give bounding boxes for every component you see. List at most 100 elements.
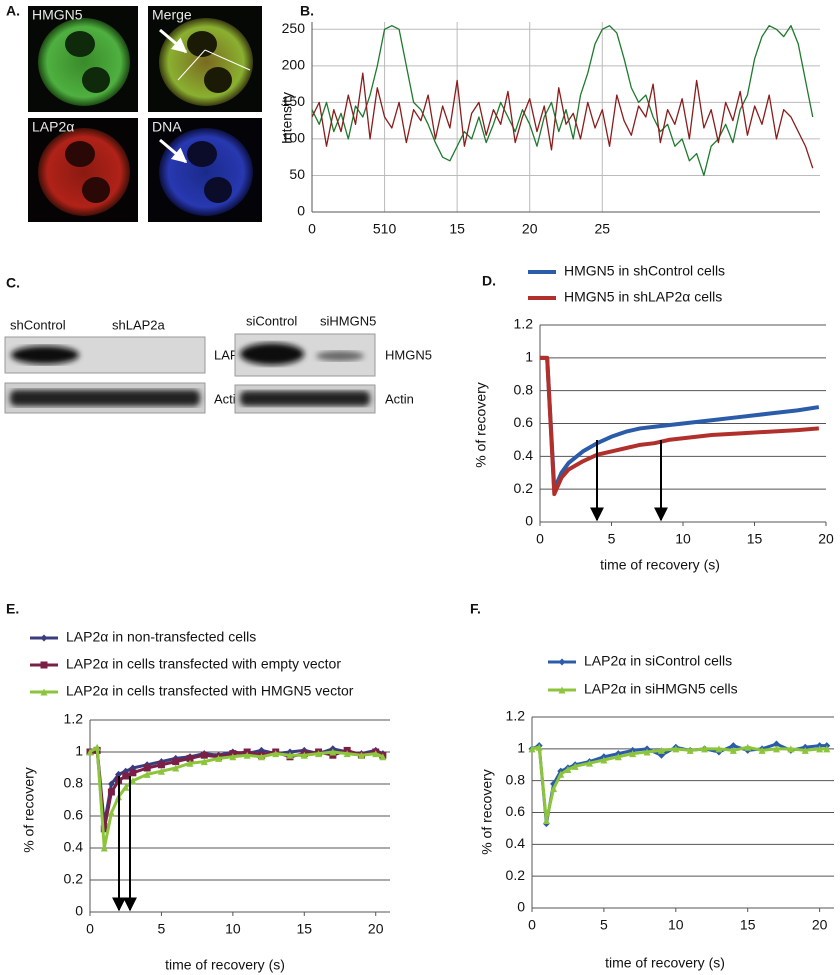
- data-marker: [672, 745, 680, 753]
- y-tick-label: 100: [282, 130, 306, 146]
- image-label: DNA: [152, 119, 182, 135]
- data-marker: [816, 745, 824, 753]
- data-marker: [122, 783, 130, 791]
- data-marker: [379, 753, 387, 761]
- y-axis-title: Intensity: [279, 92, 295, 144]
- x-tick-label: 10: [668, 917, 684, 933]
- image-label: LAP2α: [32, 119, 74, 135]
- data-marker: [372, 750, 380, 758]
- x-tick-label: 15: [449, 221, 465, 237]
- x-tick-label: 5: [158, 921, 166, 937]
- x-tick-label: 15: [296, 921, 312, 937]
- data-marker: [701, 745, 709, 753]
- data-line: [540, 355, 820, 497]
- data-marker: [286, 751, 294, 759]
- data-marker: [157, 761, 165, 769]
- y-tick-label: 0: [517, 899, 525, 915]
- panel-label: C.: [6, 275, 20, 291]
- data-marker: [571, 762, 579, 770]
- micrograph: Merge: [148, 6, 262, 112]
- data-marker: [558, 686, 566, 694]
- image-label: Merge: [152, 7, 192, 23]
- data-marker: [329, 748, 337, 756]
- data-marker: [157, 767, 165, 775]
- x-tick-label: 15: [747, 531, 763, 547]
- y-tick-label: 0.4: [64, 839, 84, 855]
- x-tick-label: 20: [368, 921, 384, 937]
- x-tick-label: 20: [812, 917, 828, 933]
- data-marker: [107, 780, 115, 788]
- y-tick-label: 200: [282, 57, 306, 73]
- y-tick-label: 0.2: [64, 871, 84, 887]
- y-tick-label: 0.4: [514, 447, 534, 463]
- x-tick-label: 20: [818, 531, 834, 547]
- data-marker: [343, 750, 351, 758]
- legend-label: HMGN5 in shLAP2α cells: [564, 289, 722, 305]
- data-marker: [315, 750, 323, 758]
- data-marker: [300, 751, 308, 759]
- legend-label: LAP2α in non-transfected cells: [66, 629, 256, 645]
- data-marker: [272, 750, 280, 758]
- data-marker: [122, 772, 130, 780]
- x-axis-title: time of recovery (s): [165, 957, 285, 973]
- data-marker: [715, 745, 723, 753]
- data-marker: [643, 748, 651, 756]
- western-blot: shControl shLAP2a LAP2a Actin: [4, 317, 254, 414]
- y-tick-label: 50: [289, 166, 305, 182]
- x-tick-label: 10: [225, 921, 241, 937]
- data-marker: [200, 758, 208, 766]
- y-tick-label: 0: [75, 903, 83, 919]
- data-line: [311, 25, 814, 177]
- data-marker: [535, 743, 543, 751]
- western-blot: siControl siHMGN5 HMGN5 Actin: [234, 313, 432, 414]
- data-line: [540, 355, 820, 492]
- y-tick-label: 0.2: [514, 480, 534, 496]
- data-marker: [172, 758, 180, 766]
- data-marker: [729, 742, 737, 750]
- lane-label: siHMGN5: [320, 313, 376, 328]
- data-line: [89, 747, 384, 826]
- data-marker: [107, 788, 115, 796]
- y-tick-label: 1.2: [64, 711, 84, 727]
- data-line: [531, 745, 827, 822]
- y-tick-label: 0.4: [506, 835, 526, 851]
- data-marker: [257, 753, 265, 761]
- row-label: HMGN5: [385, 347, 432, 362]
- micrograph: LAP2α: [28, 118, 138, 222]
- x-tick-label: 0: [528, 917, 536, 933]
- data-line: [311, 72, 814, 169]
- y-tick-label: 250: [282, 20, 306, 36]
- y-tick-label: 150: [282, 93, 306, 109]
- data-marker: [186, 754, 194, 762]
- x-tick-label: 15: [740, 917, 756, 933]
- panel-label: B.: [300, 3, 314, 19]
- data-marker: [143, 770, 151, 778]
- data-marker: [243, 751, 251, 759]
- arrows: [112, 440, 668, 912]
- data-marker: [550, 785, 558, 793]
- data-marker: [801, 746, 809, 754]
- data-marker: [600, 756, 608, 764]
- data-marker: [686, 746, 694, 754]
- data-marker: [357, 751, 365, 759]
- y-tick-label: 0.8: [514, 381, 534, 397]
- panel-label: A.: [6, 3, 20, 19]
- data-marker: [614, 753, 622, 761]
- legend-label: LAP2α in siControl cells: [584, 653, 732, 669]
- y-tick-label: 1: [517, 740, 525, 756]
- data-marker: [729, 746, 737, 754]
- data-marker: [772, 745, 780, 753]
- x-tick-label: 10: [675, 531, 691, 547]
- row-label: Actin: [385, 391, 414, 406]
- data-marker: [40, 661, 48, 669]
- lane-label: siControl: [246, 313, 297, 328]
- data-marker: [657, 746, 665, 754]
- legend-label: LAP2α in siHMGN5 cells: [584, 681, 738, 697]
- x-tick-label: 0: [86, 921, 94, 937]
- legend-label: LAP2α in cells transfected with HMGN5 ve…: [66, 683, 354, 699]
- data-marker: [129, 769, 137, 777]
- data-marker: [172, 764, 180, 772]
- y-tick-label: 0: [525, 513, 533, 529]
- data-marker: [115, 770, 123, 778]
